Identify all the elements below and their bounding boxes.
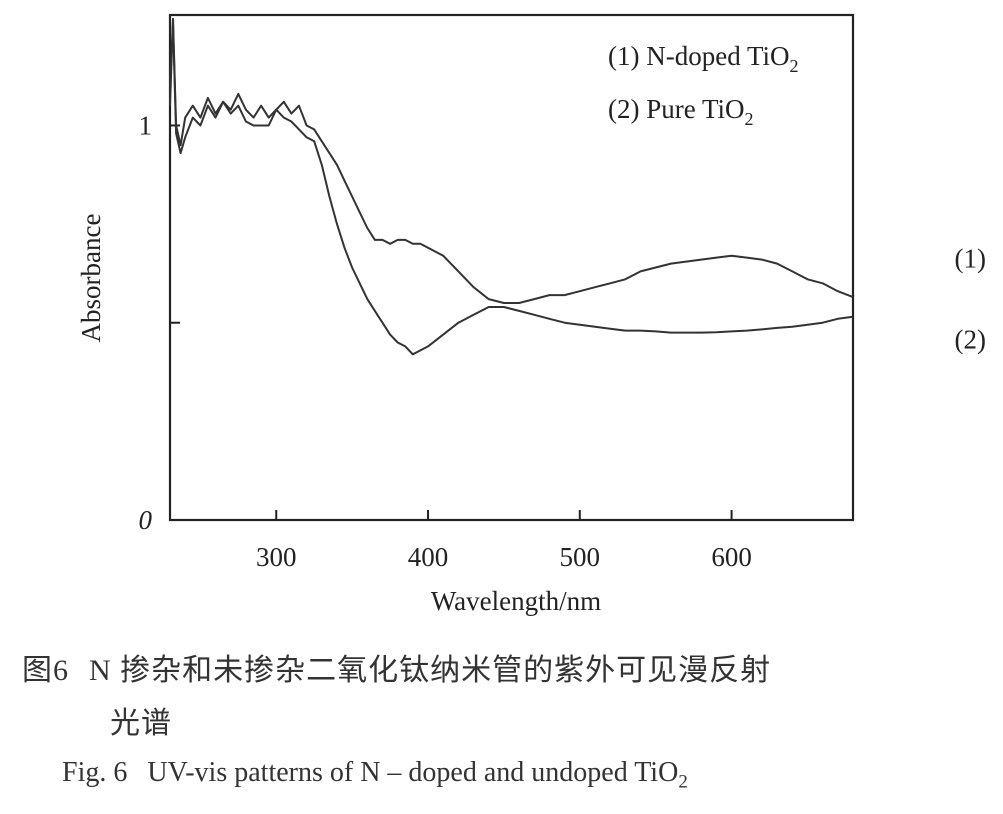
caption-english: Fig. 6 UV-vis patterns of N – doped and u… — [62, 757, 688, 794]
legend-entry-1-text: (1) N-doped TiO — [608, 41, 790, 71]
x-tick-label-600: 600 — [711, 542, 752, 572]
legend-entry-2: (2) Pure TiO2 — [608, 94, 754, 129]
axis-ticks: 300 400 500 600 0 1 — [139, 110, 752, 572]
y-tick-label-0: 0 — [139, 505, 153, 535]
annotations: (1) (2) — [955, 244, 986, 355]
series-line-2 — [169, 21, 854, 356]
annotation-1: (1) — [955, 244, 986, 274]
series-line-1 — [169, 17, 854, 304]
plot-frame-group — [168, 13, 855, 522]
legend-entry-2-text: (2) Pure TiO — [608, 94, 745, 124]
legend: (1) N-doped TiO2 (2) Pure TiO2 — [608, 41, 799, 129]
plot-frame — [168, 13, 855, 522]
annotation-2: (2) — [955, 325, 986, 355]
axis-labels: Wavelength/nm Absorbance — [76, 214, 601, 616]
legend-entry-1: (1) N-doped TiO2 — [608, 41, 799, 76]
x-tick-label-300: 300 — [256, 542, 297, 572]
caption-chinese-text-1: N 掺杂和未掺杂二氧化钛纳米管的紫外可见漫反射 — [89, 654, 772, 687]
y-axis-label: Absorbance — [76, 214, 106, 343]
legend-entry-2-subscript: 2 — [745, 109, 754, 129]
x-axis-label: Wavelength/nm — [431, 586, 601, 616]
caption-chinese-line-1: 图6 N 掺杂和未掺杂二氧化钛纳米管的紫外可见漫反射 — [22, 645, 771, 689]
series-lines — [169, 17, 854, 356]
y-tick-label-2: 1 — [139, 110, 153, 140]
x-tick-label-500: 500 — [560, 542, 601, 572]
caption-english-text: UV-vis patterns of N – doped and undoped… — [147, 757, 679, 788]
caption-chinese-line-2: 光谱 — [110, 707, 172, 740]
caption-english-subscript: 2 — [678, 771, 688, 793]
legend-entry-1-subscript: 2 — [790, 56, 799, 76]
caption-figure-label-en: Fig. 6 — [62, 757, 128, 788]
x-tick-label-400: 400 — [408, 542, 449, 572]
caption-figure-label-cn: 图6 — [22, 654, 69, 687]
